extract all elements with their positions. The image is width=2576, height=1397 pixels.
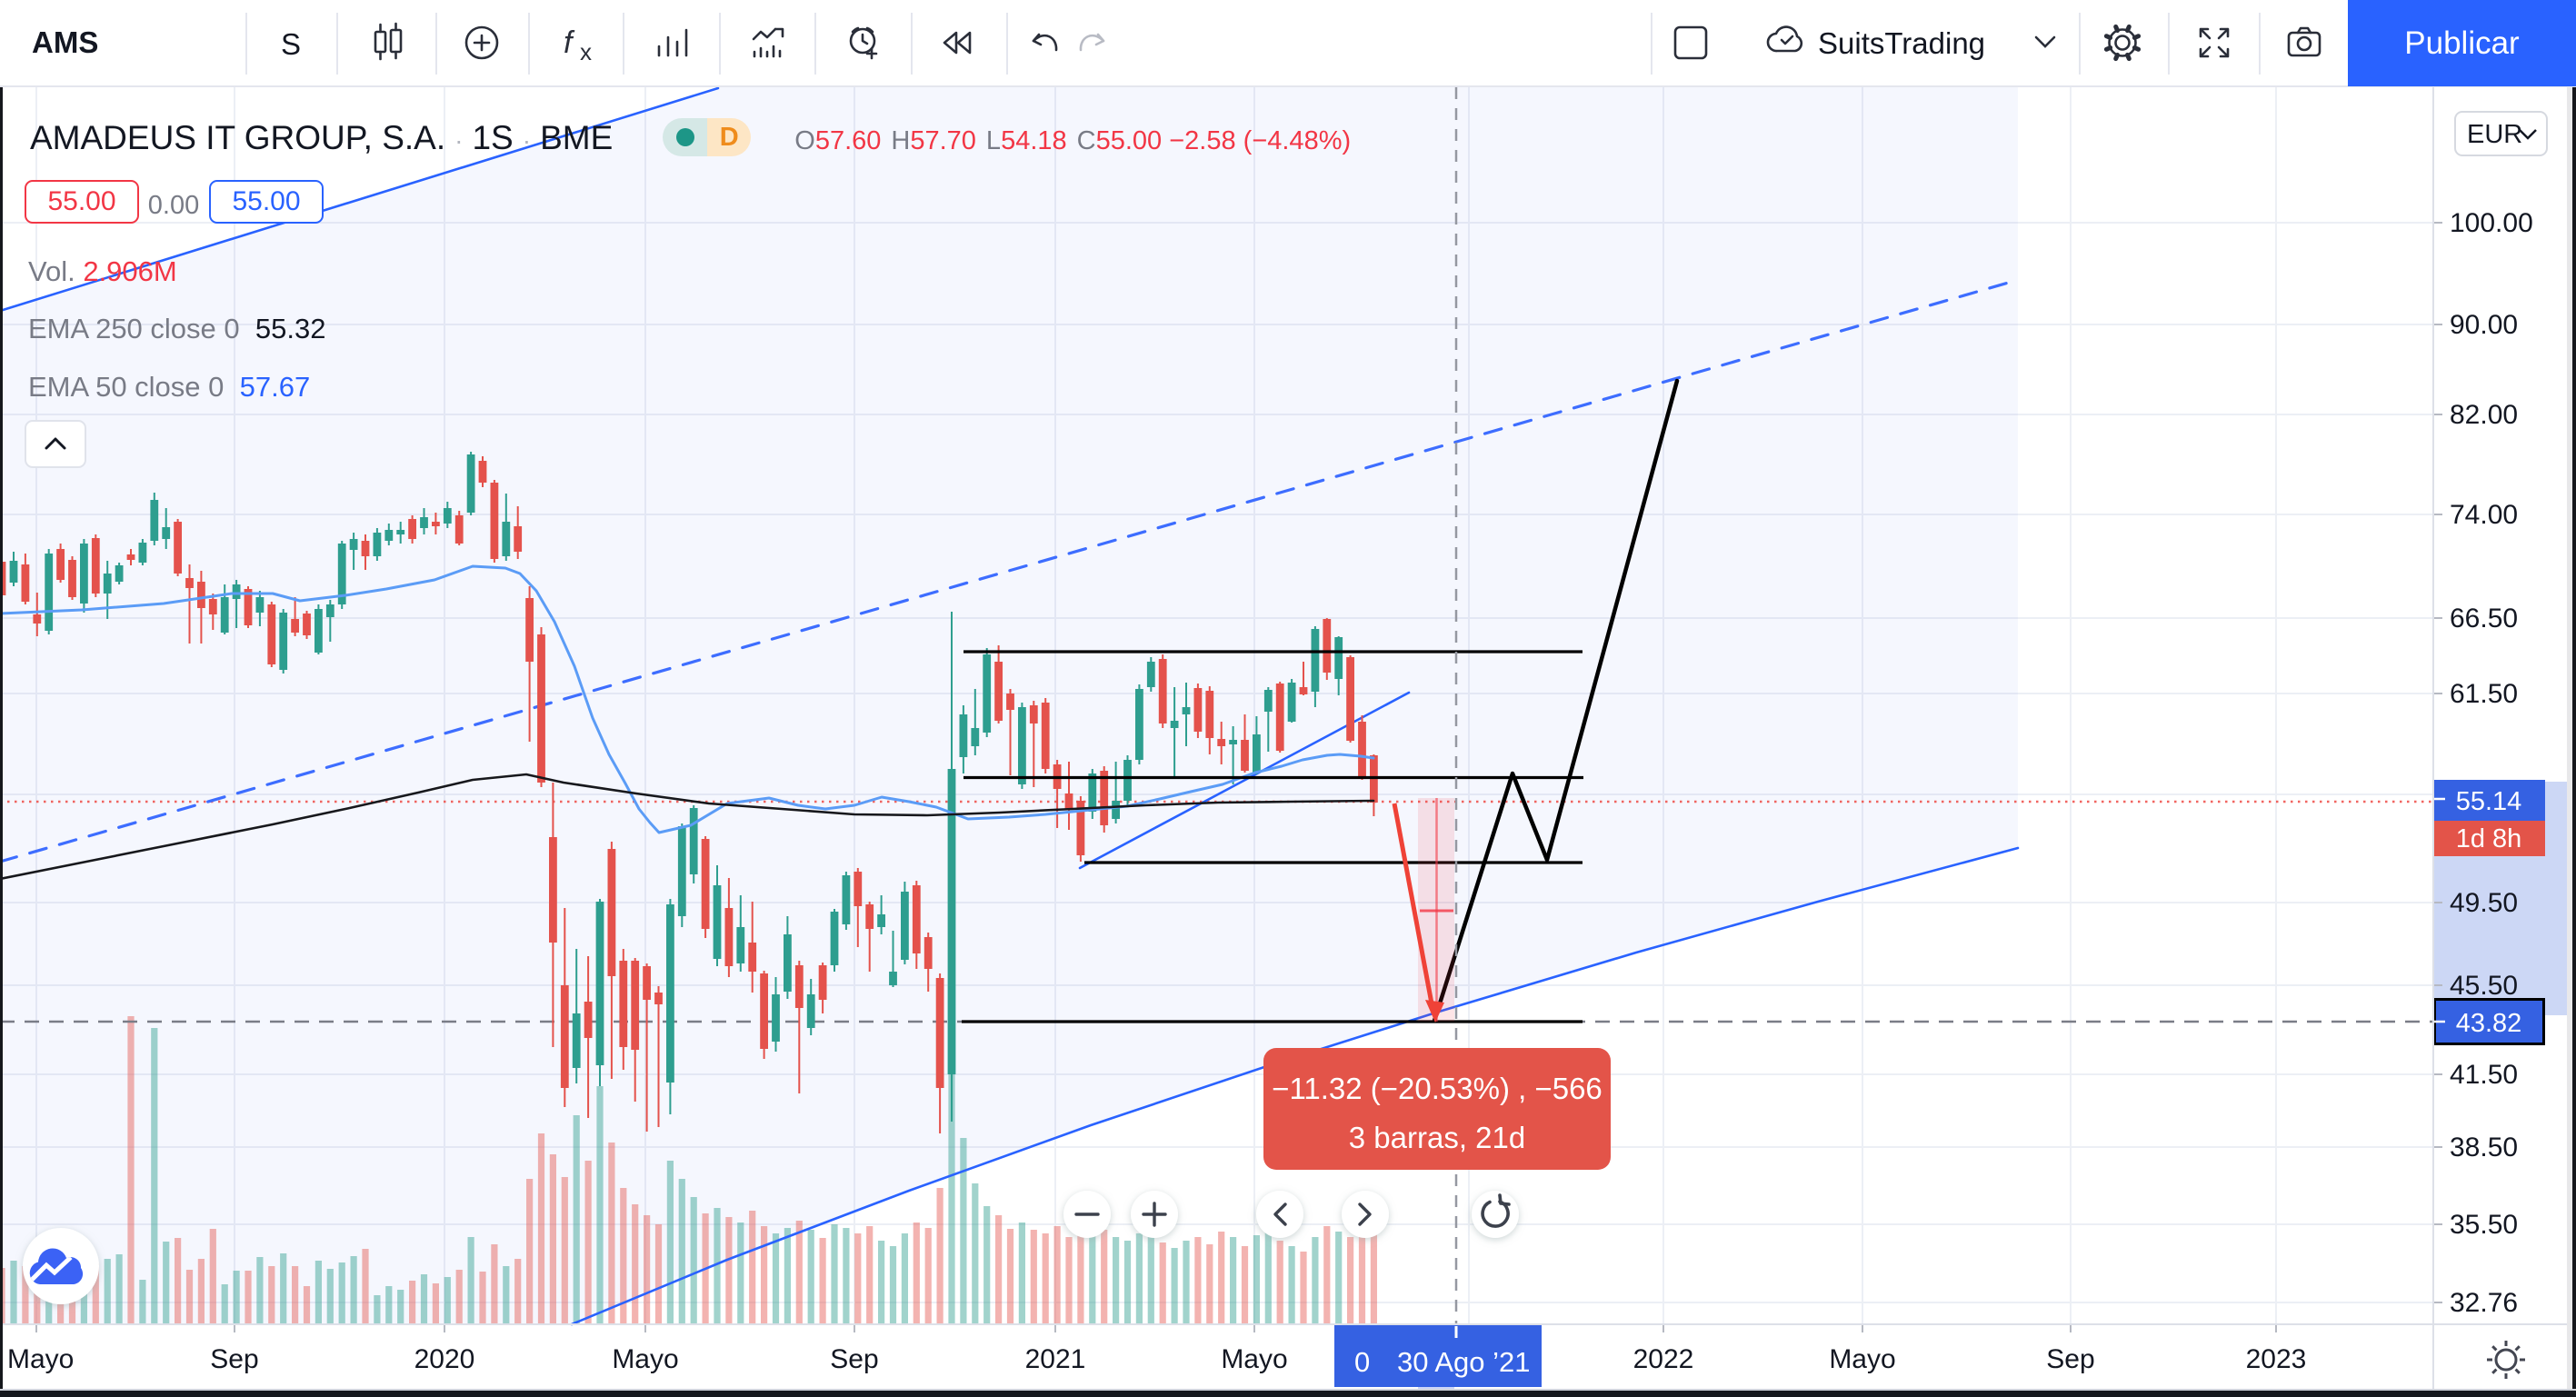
svg-text:49.50: 49.50 bbox=[2450, 888, 2518, 918]
svg-text:1d 8h: 1d 8h bbox=[2456, 824, 2522, 853]
svg-text:Sep: Sep bbox=[210, 1344, 258, 1374]
svg-text:Mayo: Mayo bbox=[7, 1344, 74, 1374]
svg-text:32.76: 32.76 bbox=[2450, 1288, 2518, 1318]
svg-text:Sep: Sep bbox=[830, 1344, 878, 1374]
svg-text:43.82: 43.82 bbox=[2456, 1009, 2522, 1038]
svg-text:35.50: 35.50 bbox=[2450, 1210, 2518, 1240]
svg-text:66.50: 66.50 bbox=[2450, 604, 2518, 634]
svg-text:f: f bbox=[564, 25, 575, 60]
svg-text:0: 0 bbox=[1354, 1346, 1370, 1378]
svg-text:30 Ago ’21: 30 Ago ’21 bbox=[1397, 1346, 1531, 1378]
svg-text:−11.32 (−20.53%) , −566: −11.32 (−20.53%) , −566 bbox=[1272, 1072, 1603, 1105]
svg-text:61.50: 61.50 bbox=[2450, 679, 2518, 709]
svg-text:AMS: AMS bbox=[32, 25, 98, 59]
svg-text:45.50: 45.50 bbox=[2450, 971, 2518, 1001]
svg-text:100.00: 100.00 bbox=[2450, 208, 2533, 238]
svg-text:SuitsTrading: SuitsTrading bbox=[1818, 26, 1985, 60]
svg-text:x: x bbox=[580, 38, 592, 65]
svg-text:90.00: 90.00 bbox=[2450, 310, 2518, 340]
svg-text:55.14: 55.14 bbox=[2456, 787, 2522, 816]
svg-text:2021: 2021 bbox=[1025, 1344, 1086, 1374]
svg-text:Mayo: Mayo bbox=[1221, 1344, 1287, 1374]
svg-text:41.50: 41.50 bbox=[2450, 1060, 2518, 1090]
svg-text:Mayo: Mayo bbox=[1829, 1344, 1895, 1374]
svg-text:EUR: EUR bbox=[2467, 120, 2522, 149]
svg-text:Sep: Sep bbox=[2046, 1344, 2094, 1374]
svg-text:2020: 2020 bbox=[414, 1344, 475, 1374]
svg-text:S: S bbox=[281, 27, 301, 61]
svg-text:38.50: 38.50 bbox=[2450, 1133, 2518, 1163]
svg-text:2022: 2022 bbox=[1633, 1344, 1694, 1374]
svg-text:3 barras, 21d: 3 barras, 21d bbox=[1349, 1121, 1525, 1154]
svg-text:82.00: 82.00 bbox=[2450, 400, 2518, 430]
svg-text:Mayo: Mayo bbox=[612, 1344, 678, 1374]
svg-text:2023: 2023 bbox=[2246, 1344, 2307, 1374]
svg-text:74.00: 74.00 bbox=[2450, 500, 2518, 530]
